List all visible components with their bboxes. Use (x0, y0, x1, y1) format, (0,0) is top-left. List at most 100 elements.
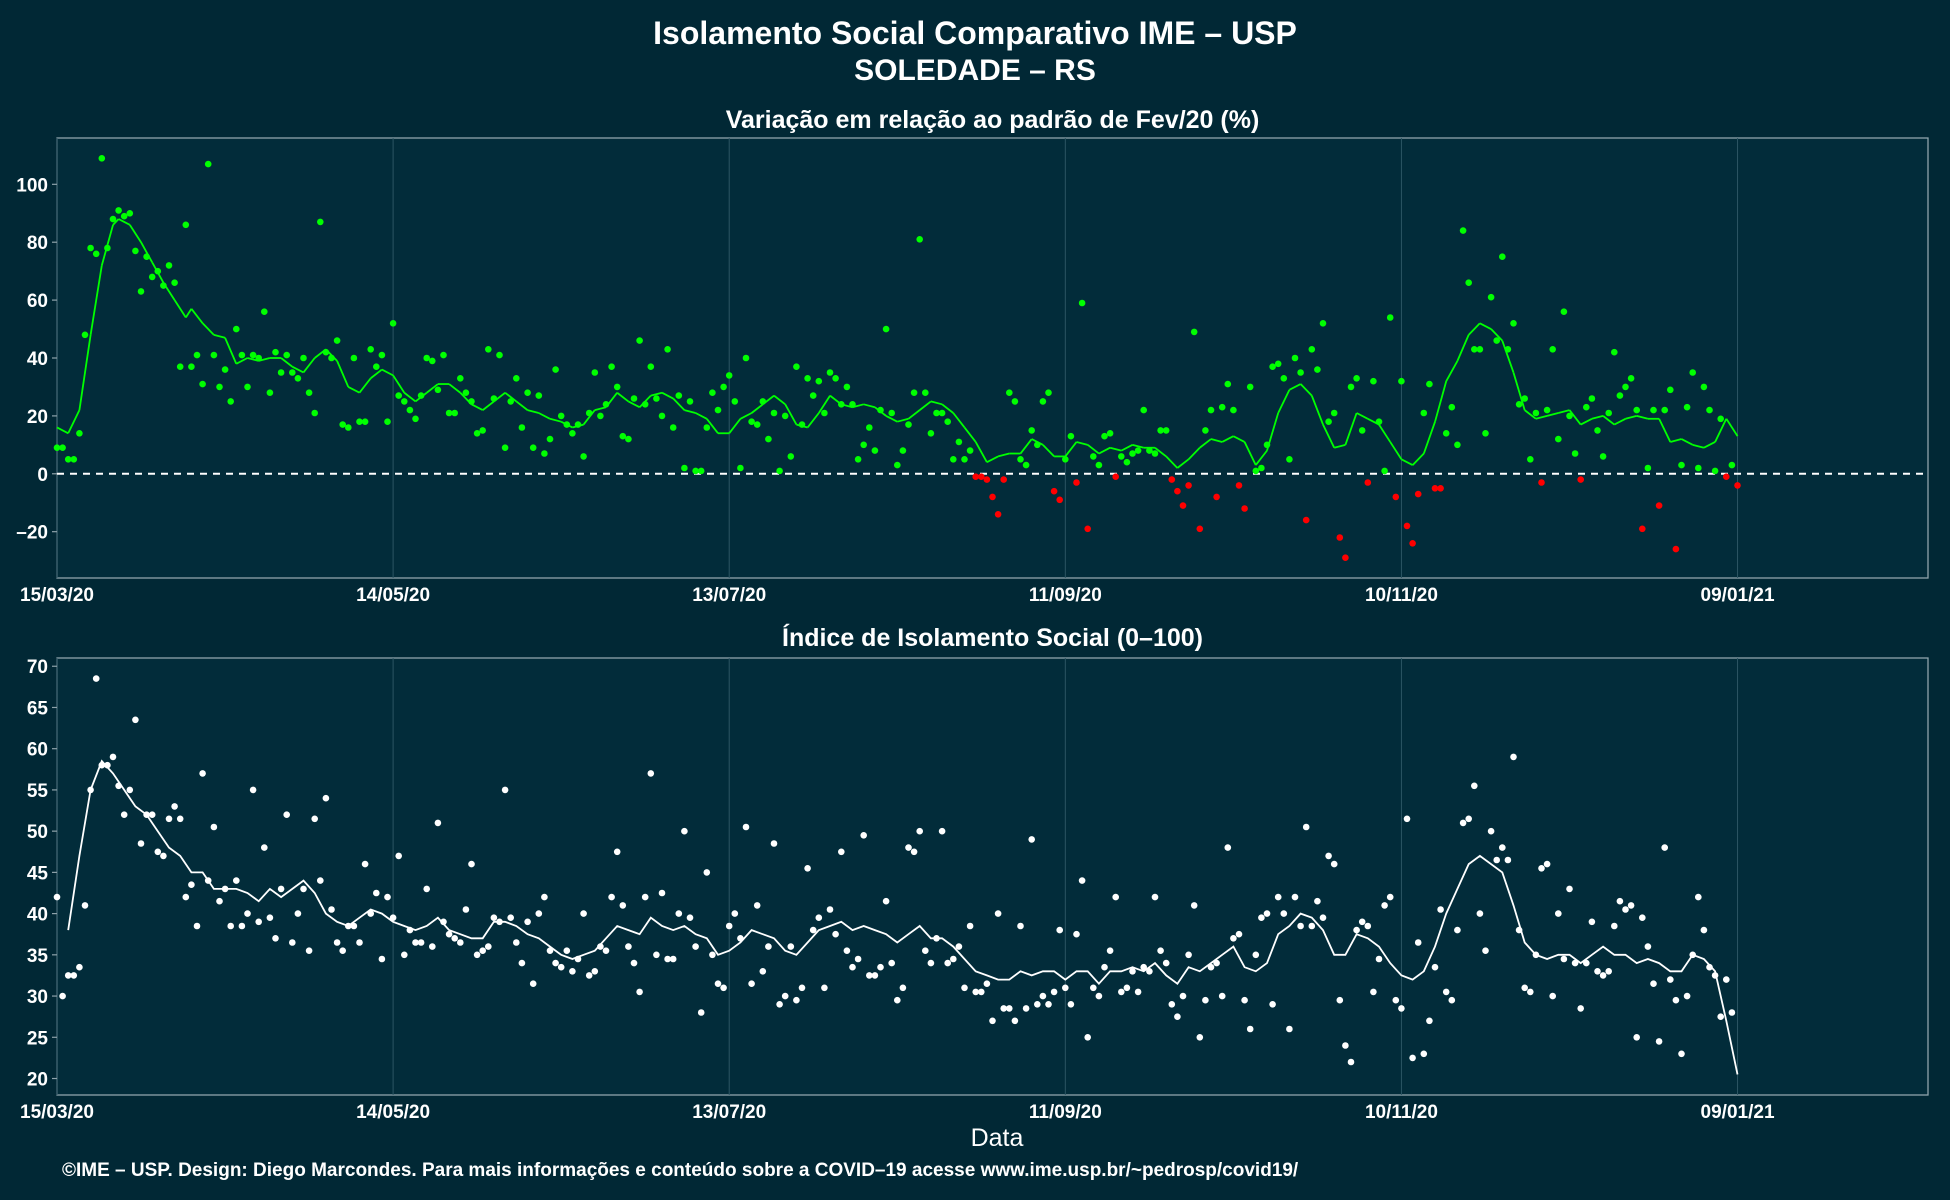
data-point (759, 968, 767, 975)
data-point (860, 441, 867, 449)
data-point (143, 253, 150, 260)
data-point (417, 392, 425, 399)
data-point (1353, 926, 1360, 934)
moving-average-segment (347, 386, 360, 394)
x-tick-label: 09/01/21 (1701, 585, 1775, 606)
data-point (104, 761, 111, 769)
data-point (1224, 380, 1232, 388)
moving-average-segment (1299, 383, 1313, 397)
moving-average-segment (190, 308, 204, 324)
moving-average-segment (1221, 435, 1234, 443)
data-point (1476, 910, 1484, 917)
data-point (1022, 461, 1030, 469)
data-point (1224, 844, 1232, 851)
data-point (838, 848, 845, 856)
data-point (345, 922, 352, 930)
data-point (1202, 427, 1209, 434)
data-point (1734, 482, 1741, 489)
data-point (373, 363, 380, 371)
data-point (798, 421, 806, 428)
moving-average-segment (1411, 452, 1425, 466)
moving-average-segment (885, 415, 898, 423)
data-point (462, 389, 470, 397)
moving-average-segment (1019, 438, 1033, 455)
data-point (978, 473, 985, 481)
data-point (1583, 959, 1590, 967)
data-point (944, 418, 951, 426)
data-point (658, 889, 666, 897)
data-point (401, 398, 408, 405)
data-point (373, 889, 380, 897)
data-point (367, 910, 375, 917)
data-point (552, 959, 559, 967)
data-point (703, 424, 711, 431)
data-point (1011, 398, 1019, 405)
data-point (1588, 918, 1596, 926)
data-point (132, 247, 139, 255)
data-point (1258, 914, 1265, 921)
x-tick-label: 15/03/20 (20, 1102, 94, 1123)
data-point (843, 383, 851, 391)
data-point (1667, 386, 1674, 394)
data-point (451, 409, 459, 417)
data-point (591, 369, 599, 376)
moving-average-segment (1658, 418, 1672, 443)
data-point (1263, 441, 1271, 449)
data-point (1650, 406, 1657, 414)
data-point (171, 279, 178, 287)
moving-average-segment (1064, 441, 1078, 457)
data-point (1274, 893, 1282, 901)
moving-average-segment (1501, 340, 1515, 373)
data-point (781, 412, 789, 420)
data-point (1241, 505, 1248, 512)
data-point (132, 716, 139, 724)
data-point (317, 218, 324, 226)
data-point (1157, 427, 1164, 434)
data-point (1129, 450, 1136, 457)
data-point (440, 351, 447, 359)
data-point (1695, 893, 1702, 901)
data-point (1633, 1034, 1640, 1041)
y-tick-label: 80 (27, 233, 48, 254)
data-point (625, 943, 632, 950)
moving-average-segment (112, 218, 120, 226)
data-point (1045, 389, 1052, 397)
moving-average-segment (448, 383, 461, 394)
data-point (87, 244, 94, 252)
data-point (120, 811, 128, 818)
data-point (1179, 992, 1187, 1000)
data-point (1414, 939, 1422, 946)
data-point (557, 412, 565, 420)
data-point (927, 430, 935, 437)
moving-average-segment (1356, 412, 1369, 420)
moving-average-segment (1401, 458, 1414, 466)
moving-average-segment (1132, 443, 1144, 449)
data-point (1599, 972, 1607, 979)
moving-average-segment (974, 441, 988, 463)
moving-average-segment (129, 224, 142, 243)
data-point (81, 902, 89, 909)
data-point (1140, 406, 1147, 414)
data-point (1112, 893, 1119, 901)
data-point (378, 351, 386, 359)
moving-average-segment (173, 299, 187, 318)
data-point (675, 910, 683, 917)
y-tick-label: 50 (27, 822, 48, 843)
data-point (1246, 1025, 1254, 1033)
data-point (759, 398, 767, 405)
data-point (1000, 476, 1007, 483)
moving-average-segment (1109, 446, 1122, 452)
data-point (1067, 432, 1075, 440)
data-point (1700, 926, 1708, 934)
data-point (1543, 860, 1551, 868)
data-point (1364, 922, 1372, 930)
data-point (277, 369, 285, 376)
moving-average-segment (919, 400, 932, 411)
data-point (742, 354, 750, 362)
data-point (1095, 461, 1103, 469)
data-point (574, 955, 582, 963)
data-point (1190, 328, 1198, 336)
data-point (193, 922, 201, 930)
data-point (585, 409, 593, 417)
